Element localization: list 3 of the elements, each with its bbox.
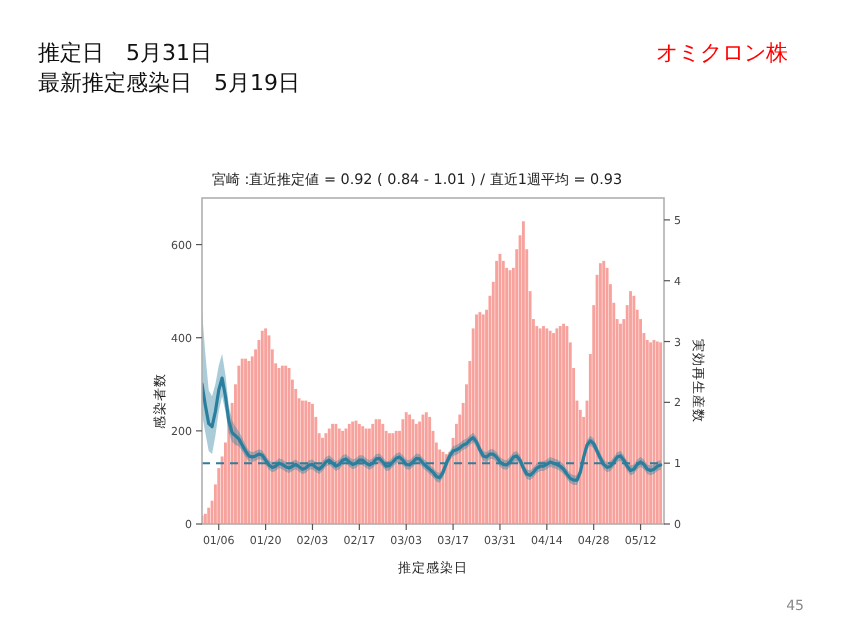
text: 推定日 5月31日	[38, 40, 212, 66]
text: オミクロン株	[656, 40, 788, 66]
text: 最新推定感染日 5月19日	[38, 70, 300, 96]
